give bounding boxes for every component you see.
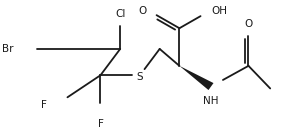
Text: O: O <box>139 6 147 16</box>
Text: S: S <box>137 72 143 82</box>
Text: F: F <box>97 119 103 129</box>
Text: F: F <box>41 100 47 110</box>
Polygon shape <box>180 66 213 90</box>
Text: Br: Br <box>2 44 14 54</box>
Text: Cl: Cl <box>115 9 125 19</box>
Text: OH: OH <box>211 6 227 16</box>
Text: O: O <box>244 19 253 29</box>
Text: NH: NH <box>203 96 219 106</box>
